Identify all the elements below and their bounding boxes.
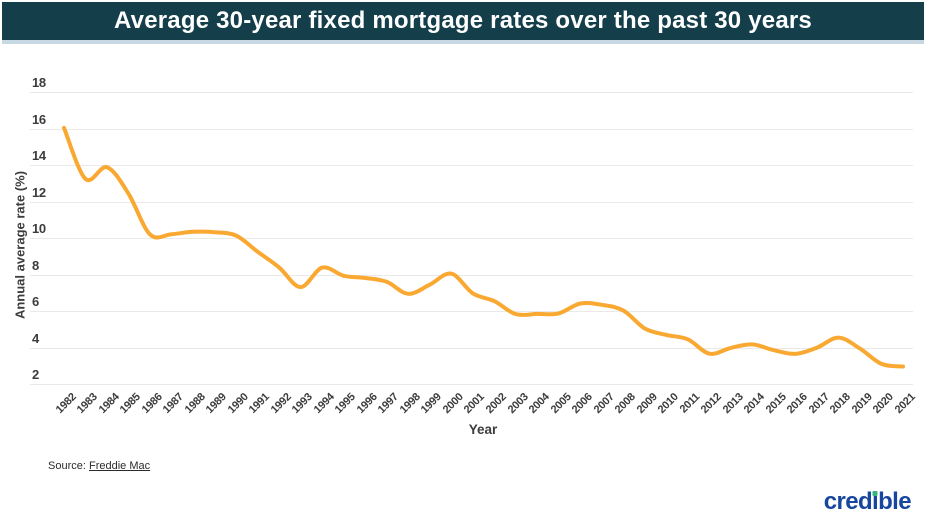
x-axis-title: Year: [468, 422, 498, 437]
gridline: [30, 311, 913, 312]
y-tick-label: 16: [32, 111, 46, 127]
logo-text-post: ble: [878, 488, 911, 515]
x-tick-label: 2006: [569, 391, 595, 416]
x-tick-label: 2014: [741, 391, 767, 416]
x-tick-label: 1982: [53, 391, 79, 416]
logo-i-green-dot: ı: [872, 488, 879, 515]
x-tick-label: 1984: [96, 391, 122, 416]
x-tick-label: 1994: [311, 391, 337, 416]
x-tick-label: 1983: [75, 391, 101, 416]
gridline: [30, 347, 913, 349]
x-tick-label: 2008: [612, 391, 638, 416]
x-tick-label: 2016: [784, 391, 810, 416]
x-tick-label: 1985: [118, 391, 144, 416]
x-tick-label: 1995: [333, 391, 359, 416]
logo-text-pre: cred: [823, 488, 873, 515]
x-tick-label: 1998: [397, 391, 423, 416]
gridline: [30, 92, 913, 93]
x-tick-label: 1997: [376, 391, 402, 416]
source-link[interactable]: Freddie Mac: [88, 460, 151, 472]
x-tick-label: 1986: [139, 391, 165, 416]
x-tick-label: 2020: [871, 391, 896, 416]
x-tick-label: 1991: [247, 391, 273, 416]
x-tick-label: 1993: [290, 391, 316, 416]
y-tick-label: 12: [32, 184, 46, 200]
x-tick-label: 2017: [806, 391, 832, 416]
y-tick-label: 2: [32, 367, 39, 382]
x-tick-label: 2015: [763, 391, 789, 416]
x-tick-label: 2000: [440, 391, 466, 416]
x-tick-label: 2021: [892, 391, 918, 416]
y-tick-label: 14: [32, 148, 46, 163]
x-tick-label: 2019: [849, 391, 875, 416]
x-tick-label: 2010: [655, 391, 681, 416]
gridline: [30, 384, 913, 385]
x-tick-label: 2004: [526, 391, 552, 416]
x-tick-label: 1999: [419, 391, 445, 416]
gridline: [30, 201, 913, 203]
y-tick-label: 10: [32, 221, 46, 236]
x-tick-label: 2001: [462, 391, 488, 416]
y-tick-label: 18: [32, 75, 46, 90]
y-tick-label: 4: [32, 330, 39, 346]
x-tick-label: 2005: [548, 391, 574, 416]
x-tick-label: 1987: [161, 391, 187, 416]
mortgage-rate-line: [62, 125, 905, 369]
y-tick-label: 8: [32, 257, 39, 273]
source-caption: Source: Freddie Mac: [48, 460, 150, 472]
x-tick-label: 1990: [225, 391, 251, 416]
page-title: Average 30-year fixed mortgage rates ove…: [114, 7, 812, 34]
chart-title-bar: Average 30-year fixed mortgage rates ove…: [2, 2, 924, 44]
x-tick-label: 2002: [483, 391, 509, 416]
x-tick-label: 1992: [268, 391, 294, 416]
x-tick-label: 2018: [828, 391, 853, 416]
x-tick-label: 1989: [204, 391, 230, 416]
credible-logo: credıble: [823, 488, 912, 516]
source-prefix: Source:: [48, 460, 89, 472]
x-tick-label: 2009: [634, 391, 660, 416]
x-tick-label: 1988: [182, 391, 208, 416]
gridline: [30, 128, 913, 130]
y-tick-label: 6: [32, 294, 39, 309]
x-tick-label: 1996: [354, 391, 380, 416]
gridline: [30, 165, 913, 166]
gridline: [30, 274, 913, 276]
x-tick-label: 2003: [505, 391, 531, 416]
x-tick-label: 2007: [591, 391, 617, 416]
gridline: [30, 238, 913, 239]
x-tick-label: 2011: [677, 391, 703, 416]
x-tick-label: 2013: [720, 391, 746, 416]
x-tick-label: 2012: [698, 391, 724, 416]
y-axis-title: Annual average rate (%): [12, 170, 28, 320]
